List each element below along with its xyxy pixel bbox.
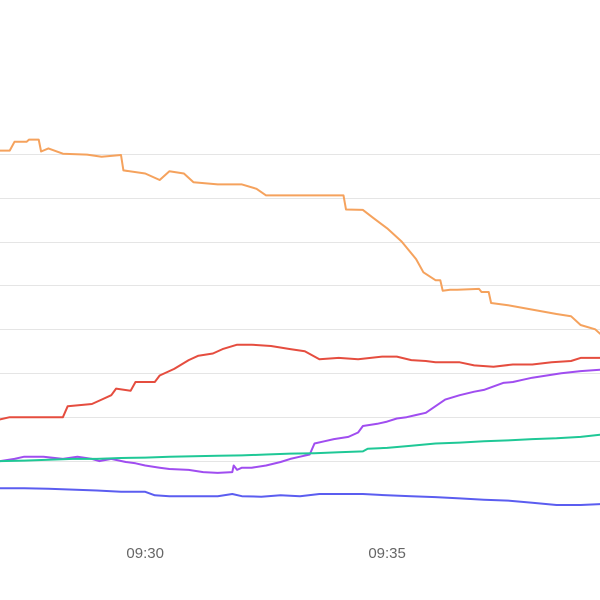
x-axis-ticks: 09:30 09:35 xyxy=(126,545,405,562)
x-tick-label-1: 09:35 xyxy=(368,545,406,562)
series-line-0 xyxy=(0,138,600,335)
series-line-2 xyxy=(0,368,600,474)
gridlines xyxy=(0,154,600,462)
series-line-3 xyxy=(0,433,600,463)
series-line-4 xyxy=(0,487,600,506)
series-lines xyxy=(0,138,600,506)
series-line-1 xyxy=(0,343,600,421)
x-tick-label-0: 09:30 xyxy=(126,545,164,562)
